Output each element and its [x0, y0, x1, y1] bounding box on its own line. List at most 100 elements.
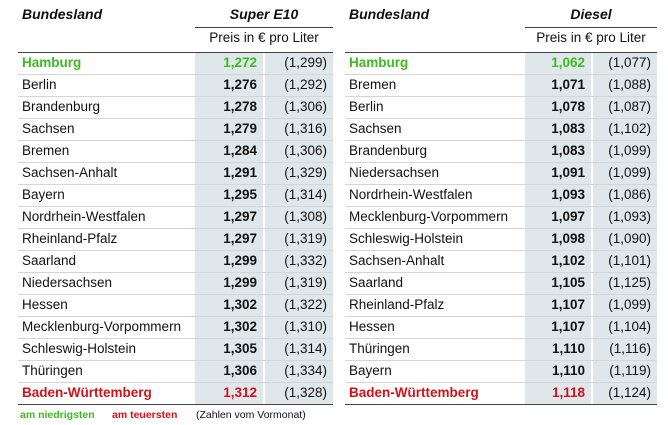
previous-price: (1,306)	[284, 99, 327, 114]
previous-price: (1,328)	[284, 385, 327, 400]
region-name: Mecklenburg-Vorpommern	[349, 209, 509, 224]
row-divider	[345, 206, 657, 207]
previous-price: (1,090)	[608, 231, 651, 246]
previous-price: (1,125)	[608, 275, 651, 290]
row-divider	[345, 382, 657, 383]
previous-price: (1,099)	[608, 143, 651, 158]
previous-price: (1,316)	[284, 121, 327, 136]
region-name: Berlin	[22, 77, 57, 92]
row-divider	[18, 338, 333, 339]
region-name: Thüringen	[349, 341, 410, 356]
header-rule	[525, 27, 657, 28]
row-divider	[345, 316, 657, 317]
region-name: Brandenburg	[349, 143, 428, 158]
region-name: Sachsen-Anhalt	[22, 165, 118, 180]
row-divider	[345, 74, 657, 75]
price: 1,284	[223, 143, 257, 158]
region-name: Hamburg	[22, 55, 82, 70]
region-name: Berlin	[349, 99, 384, 114]
row-divider	[18, 228, 333, 229]
previous-price: (1,334)	[284, 363, 327, 378]
previous-price: (1,102)	[608, 121, 651, 136]
region-name: Sachsen	[349, 121, 402, 136]
region-header: Bundesland	[349, 6, 430, 22]
previous-price: (1,101)	[608, 253, 651, 268]
row-divider	[18, 140, 333, 141]
price: 1,078	[551, 99, 585, 114]
region-name: Baden-Württemberg	[349, 385, 479, 400]
row-divider	[18, 382, 333, 383]
previous-price: (1,104)	[608, 319, 651, 334]
price: 1,297	[223, 231, 257, 246]
price: 1,071	[551, 77, 585, 92]
region-name: Bayern	[22, 187, 65, 202]
price: 1,302	[223, 319, 257, 334]
unit-header: Preis in € pro Liter	[209, 30, 319, 45]
legend-highest: am teuersten	[112, 409, 178, 421]
price: 1,091	[551, 165, 585, 180]
price: 1,295	[223, 187, 257, 202]
previous-price: (1,332)	[284, 253, 327, 268]
bottom-rule	[345, 404, 657, 405]
region-name: Schleswig-Holstein	[349, 231, 464, 246]
region-name: Bremen	[22, 143, 70, 158]
region-name: Hamburg	[349, 55, 409, 70]
price: 1,299	[223, 253, 257, 268]
region-name: Nordrhein-Westfalen	[349, 187, 473, 202]
fuel-header: Diesel	[570, 6, 612, 22]
header-rule	[18, 52, 333, 53]
price: 1,062	[551, 55, 585, 70]
region-name: Schleswig-Holstein	[22, 341, 137, 356]
row-divider	[345, 360, 657, 361]
header-rule	[345, 52, 657, 53]
row-divider	[345, 294, 657, 295]
price: 1,291	[223, 165, 257, 180]
previous-price: (1,314)	[284, 341, 327, 356]
region-header: Bundesland	[22, 6, 103, 22]
row-divider	[18, 272, 333, 273]
previous-price: (1,088)	[608, 77, 651, 92]
row-divider	[18, 316, 333, 317]
row-divider	[18, 162, 333, 163]
row-divider	[18, 118, 333, 119]
region-name: Bremen	[349, 77, 397, 92]
legend-note: (Zahlen vom Vormonat)	[196, 409, 306, 421]
previous-price: (1,116)	[609, 341, 651, 356]
price: 1,093	[551, 187, 585, 202]
row-divider	[345, 162, 657, 163]
legend-lowest: am niedrigsten	[20, 409, 95, 421]
previous-price: (1,322)	[284, 297, 327, 312]
price: 1,083	[551, 121, 585, 136]
previous-price: (1,319)	[284, 275, 327, 290]
price: 1,297	[223, 209, 257, 224]
price: 1,279	[223, 121, 257, 136]
previous-price: (1,099)	[608, 165, 651, 180]
price: 1,278	[223, 99, 257, 114]
price: 1,097	[551, 209, 585, 224]
fuel-header: Super E10	[229, 6, 299, 22]
price: 1,083	[551, 143, 585, 158]
row-divider	[345, 228, 657, 229]
price: 1,105	[551, 275, 585, 290]
bottom-rule	[18, 404, 333, 405]
region-name: Hessen	[349, 319, 395, 334]
header-rule	[195, 27, 333, 28]
row-divider	[345, 96, 657, 97]
previous-price: (1,292)	[284, 77, 327, 92]
region-name: Hessen	[22, 297, 68, 312]
region-name: Saarland	[22, 253, 77, 268]
price: 1,110	[551, 363, 585, 378]
previous-price: (1,124)	[608, 385, 651, 400]
previous-price: (1,119)	[609, 363, 651, 378]
region-name: Thüringen	[22, 363, 83, 378]
price: 1,272	[223, 55, 257, 70]
row-divider	[345, 118, 657, 119]
previous-price: (1,329)	[284, 165, 327, 180]
row-divider	[18, 206, 333, 207]
price: 1,107	[551, 319, 585, 334]
previous-price: (1,306)	[284, 143, 327, 158]
previous-price: (1,093)	[608, 209, 651, 224]
region-name: Mecklenburg-Vorpommern	[22, 319, 182, 334]
previous-price: (1,087)	[608, 99, 651, 114]
